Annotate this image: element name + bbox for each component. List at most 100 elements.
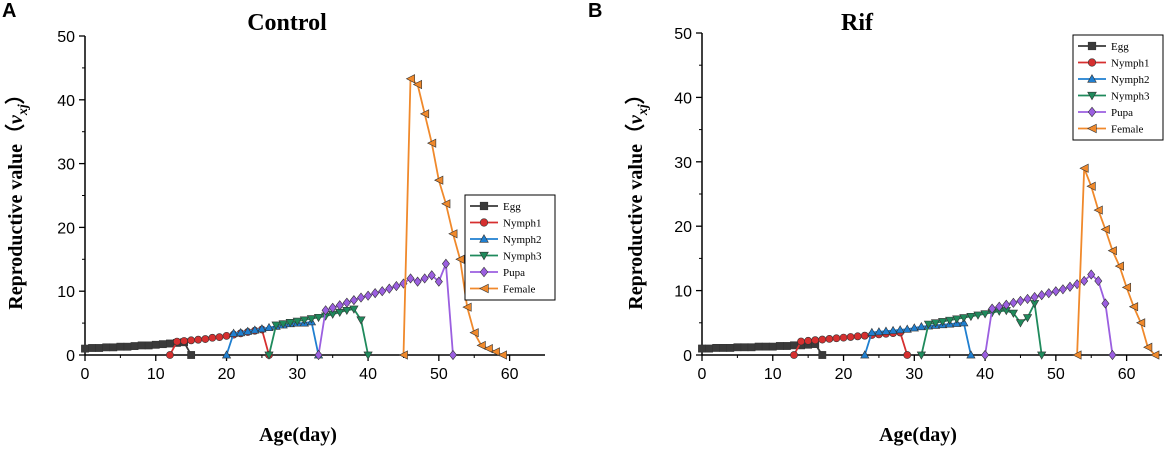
y-axis-label-a-suffix: ） (4, 84, 27, 104)
data-point-nymph1 (187, 336, 196, 345)
data-point-female (1093, 205, 1103, 215)
data-point-nymph2 (895, 325, 905, 334)
x-tick-label: 10 (764, 366, 782, 383)
y-tick-label: 50 (57, 29, 75, 46)
data-point-female (405, 74, 415, 84)
y-tick-label: 20 (57, 220, 75, 237)
data-point-nymph3 (1022, 314, 1033, 323)
data-point-nymph2 (867, 327, 877, 336)
data-point-female (490, 347, 500, 357)
data-point-nymph1 (797, 337, 805, 346)
data-point-pupa (1108, 349, 1117, 361)
data-point-egg (116, 342, 125, 351)
data-point-nymph1 (846, 333, 855, 341)
legend-marker (1087, 41, 1097, 51)
legend-item-nymph1: Nymph1 (1078, 58, 1150, 70)
x-tick-label: 0 (81, 366, 90, 383)
legend-label: Nymph1 (503, 218, 542, 230)
data-point-egg (726, 344, 735, 352)
data-point-egg (783, 342, 791, 350)
data-point-egg (123, 342, 132, 351)
y-tick-label: 10 (57, 284, 75, 301)
data-point-female (434, 175, 444, 185)
data-point-egg (775, 342, 784, 350)
data-point-pupa (988, 303, 997, 314)
legend-label: Nymph2 (1111, 74, 1150, 86)
data-point-nymph1 (215, 333, 224, 342)
panel-letter-a: A (2, 0, 16, 22)
data-point-pupa (1023, 293, 1032, 305)
data-point-female (426, 138, 437, 148)
data-point-pupa (1037, 290, 1046, 301)
chart-title-a: Control (247, 10, 327, 36)
legend-label: Egg (1111, 41, 1129, 53)
data-point-female (1107, 246, 1117, 256)
legend-label: Female (503, 284, 535, 296)
x-tick-label: 30 (905, 366, 923, 383)
data-point-nymph3 (973, 311, 983, 320)
data-point-pupa (449, 349, 457, 361)
data-point-nymph2 (257, 324, 267, 333)
data-point-nymph1 (818, 335, 827, 344)
data-point-nymph3 (285, 319, 295, 328)
data-point-nymph1 (208, 333, 217, 342)
x-tick-label: 50 (430, 366, 448, 383)
data-point-pupa (413, 276, 422, 287)
data-point-pupa (349, 295, 358, 306)
data-point-nymph1 (825, 334, 834, 343)
legend-marker (479, 201, 489, 211)
x-axis-label-b: Age(day) (879, 424, 957, 446)
legend-marker (1087, 58, 1097, 67)
y-tick-label: 30 (57, 157, 75, 174)
data-point-female (483, 344, 493, 354)
data-point-pupa (441, 258, 450, 269)
data-point-nymph3 (930, 319, 941, 328)
data-point-egg (733, 343, 742, 352)
data-point-nymph3 (952, 315, 962, 324)
data-point-pupa (392, 281, 401, 292)
data-point-egg (705, 344, 713, 353)
data-point-nymph3 (292, 317, 302, 326)
series-line-nymph2 (863, 321, 972, 356)
data-point-nymph2 (236, 327, 246, 337)
data-point-nymph2 (909, 323, 919, 332)
data-point-female (1135, 318, 1146, 328)
y-axis-label-b: Reproductive value（vxj） (624, 84, 651, 310)
data-point-female (1086, 181, 1096, 191)
data-point-nymph3 (945, 316, 955, 325)
x-tick-label: 50 (1047, 366, 1065, 383)
data-point-nymph1 (832, 334, 841, 343)
legend-item-nymph2: Nymph2 (1078, 74, 1150, 86)
data-point-nymph1 (804, 336, 813, 345)
data-point-nymph2 (243, 326, 253, 335)
y-axis-label-b-prefix: Reproductive value（ (624, 124, 647, 310)
data-point-nymph3 (937, 318, 948, 327)
data-point-nymph3 (1015, 319, 1026, 328)
legend-marker (479, 234, 489, 243)
data-point-nymph3 (923, 320, 934, 329)
data-point-egg (95, 344, 104, 352)
data-point-nymph3 (264, 351, 274, 360)
legend-b: Egg Nymph1 Nymph2 Nymph3 Pupa Female (1072, 34, 1164, 141)
series-pupa (314, 258, 457, 361)
data-point-female (441, 199, 451, 209)
x-tick-label: 30 (288, 366, 306, 383)
data-point-pupa (1066, 281, 1074, 292)
legend-box (464, 194, 556, 301)
data-point-female (1114, 261, 1124, 271)
legend-label: Nymph1 (1111, 58, 1150, 70)
data-point-nymph3 (363, 351, 373, 360)
data-point-female (469, 328, 479, 338)
y-tick-label: 50 (674, 26, 692, 43)
data-point-female (476, 340, 486, 351)
data-point-egg (754, 342, 763, 351)
data-point-pupa (995, 301, 1004, 312)
data-point-pupa (981, 349, 990, 361)
data-point-nymph3 (299, 316, 310, 325)
data-point-pupa (321, 305, 330, 316)
data-point-nymph3 (1008, 309, 1019, 318)
data-point-pupa (1101, 298, 1110, 309)
data-point-pupa (314, 349, 323, 361)
legend-label: Pupa (1111, 107, 1133, 119)
